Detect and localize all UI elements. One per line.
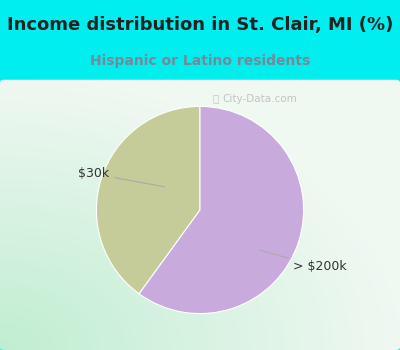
- Text: ⓘ: ⓘ: [212, 94, 219, 104]
- Text: City-Data.com: City-Data.com: [222, 94, 297, 104]
- Wedge shape: [139, 106, 304, 314]
- Wedge shape: [96, 106, 200, 294]
- Text: > $200k: > $200k: [260, 250, 347, 273]
- Text: Hispanic or Latino residents: Hispanic or Latino residents: [90, 55, 310, 69]
- Text: $30k: $30k: [78, 167, 164, 187]
- Text: Income distribution in St. Clair, MI (%): Income distribution in St. Clair, MI (%): [7, 16, 393, 34]
- FancyBboxPatch shape: [0, 80, 400, 350]
